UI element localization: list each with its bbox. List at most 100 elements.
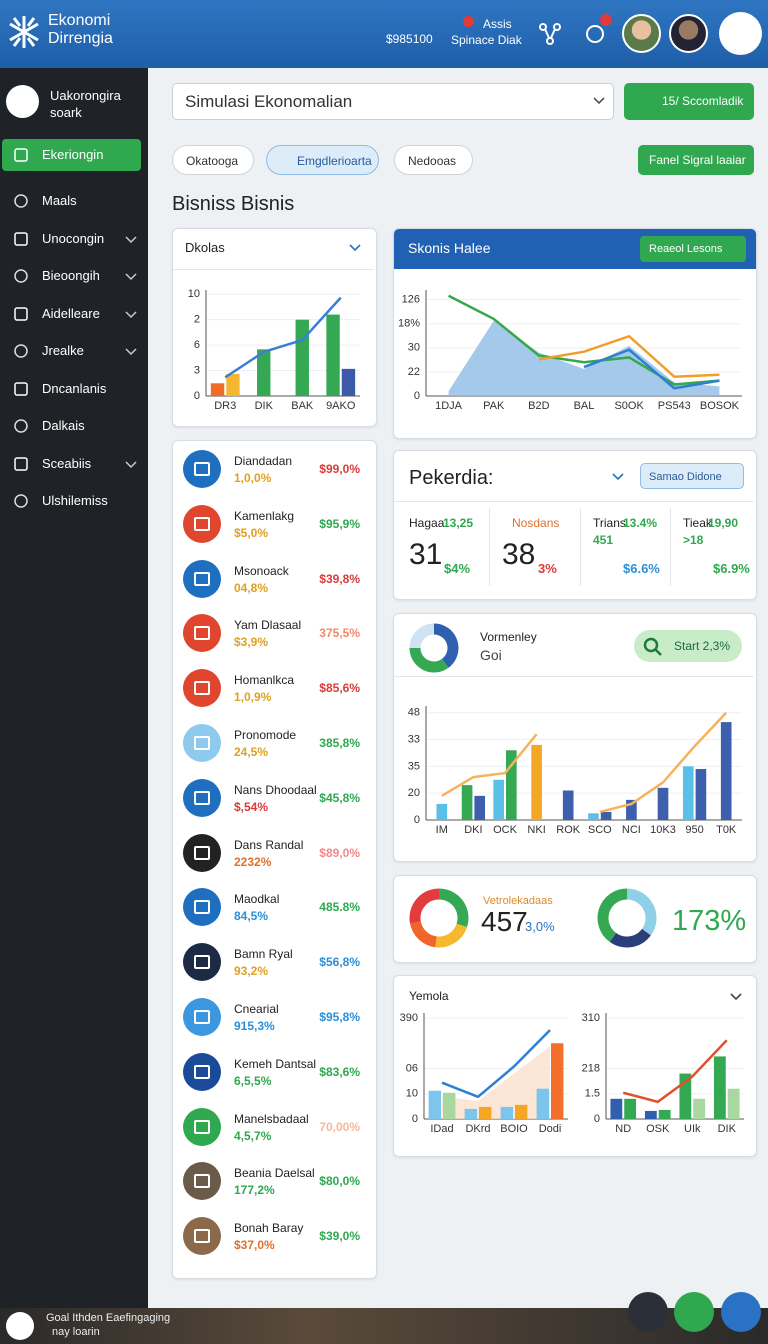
bar bbox=[295, 319, 309, 396]
bar bbox=[588, 813, 599, 820]
cell-change: $4% bbox=[444, 561, 471, 576]
chevron[interactable] bbox=[349, 243, 361, 253]
nav-item[interactable]: Jrealke bbox=[0, 335, 148, 367]
nav-label: Dalkais bbox=[42, 418, 85, 433]
item-name: Bamn Ryal bbox=[234, 947, 293, 962]
x-tick-label: OSK bbox=[646, 1123, 670, 1135]
line bbox=[441, 1029, 551, 1099]
bar bbox=[210, 383, 225, 396]
bar bbox=[500, 1106, 513, 1119]
fab[interactable] bbox=[674, 1292, 714, 1332]
nav-item[interactable]: Unocongin bbox=[0, 223, 148, 255]
cell-delta: 13.4% bbox=[623, 516, 658, 530]
x-tick-label: DKI bbox=[464, 824, 482, 836]
item-name: Yam Dlasaal bbox=[234, 618, 302, 633]
item-value: $56,8% bbox=[319, 955, 360, 970]
icon-glyph bbox=[194, 1229, 210, 1244]
item-name: Diandadan bbox=[234, 454, 293, 468]
nav-item[interactable]: Ekeriongin bbox=[2, 139, 141, 171]
tab[interactable]: Emgdlerioarta bbox=[266, 145, 379, 175]
bar bbox=[474, 795, 486, 820]
nav-icon bbox=[14, 419, 28, 433]
y-tick-label: 2 bbox=[194, 314, 200, 326]
tab-label: Okatooga bbox=[186, 154, 239, 168]
nav-icon-shape bbox=[14, 194, 28, 208]
card-title: Pekerdia: bbox=[409, 467, 494, 489]
icon-button[interactable] bbox=[538, 22, 562, 46]
tab[interactable]: Nedooas bbox=[394, 145, 473, 175]
nav-item[interactable]: Dalkais bbox=[0, 410, 148, 442]
bar bbox=[713, 1056, 726, 1119]
item-name: Cnearial bbox=[234, 1002, 279, 1016]
item-value: $39,0% bbox=[319, 1229, 360, 1244]
nav-icon bbox=[14, 456, 28, 471]
x-tick-label: 10K3 bbox=[650, 824, 676, 836]
bar bbox=[341, 368, 356, 396]
tab[interactable]: Okatooga bbox=[172, 145, 254, 175]
fab[interactable] bbox=[721, 1292, 761, 1332]
nav-item[interactable]: Bieoongih bbox=[0, 260, 148, 292]
nav-icon bbox=[14, 306, 28, 321]
search-button[interactable]: 15/ Sccomladik bbox=[624, 83, 754, 120]
nav-item[interactable]: Aidelleare bbox=[0, 298, 148, 330]
item-value: 485.8% bbox=[319, 900, 360, 915]
bar bbox=[536, 1088, 549, 1119]
item-pct: 177,2% bbox=[234, 1183, 275, 1198]
bar bbox=[657, 787, 669, 820]
item-pct: 4,5,7% bbox=[234, 1128, 272, 1143]
nav-label: Dncanlanis bbox=[42, 380, 107, 396]
icon-glyph bbox=[194, 571, 210, 586]
icon-glyph bbox=[194, 900, 210, 915]
nav-icon-shape bbox=[14, 344, 28, 358]
nav-item[interactable]: Dncanlanis bbox=[0, 373, 148, 405]
bar bbox=[479, 1106, 492, 1119]
bar bbox=[531, 744, 542, 820]
y-tick-label: 0 bbox=[414, 390, 420, 402]
chevron[interactable] bbox=[612, 472, 624, 482]
y-tick-label: 20 bbox=[408, 787, 420, 799]
avatar[interactable] bbox=[622, 14, 661, 53]
donut-segment bbox=[409, 888, 440, 924]
icon-glyph bbox=[194, 1064, 210, 1079]
item-pct: $37,0% bbox=[234, 1238, 275, 1253]
cell-value: 451 bbox=[593, 533, 614, 547]
y-tick-label: 126 bbox=[402, 294, 420, 306]
y-tick-label: 30 bbox=[408, 342, 420, 354]
card-button[interactable]: Reaeol Lesons bbox=[640, 236, 746, 262]
donut bbox=[597, 888, 657, 948]
chevron-path bbox=[125, 348, 137, 356]
fab[interactable] bbox=[628, 1292, 668, 1332]
item-icon bbox=[183, 943, 221, 982]
item-pct: 1,0,0% bbox=[234, 471, 272, 485]
pill[interactable]: Start 2,3% bbox=[634, 630, 742, 662]
chevron bbox=[125, 273, 137, 281]
item-icon bbox=[183, 1107, 221, 1146]
chevron[interactable] bbox=[730, 992, 742, 1002]
item-icon bbox=[183, 1162, 221, 1201]
item-icon bbox=[183, 614, 221, 653]
action-button[interactable]: Fanel Sigral laaiar bbox=[638, 145, 754, 175]
nav-item[interactable]: Sceabiis bbox=[0, 448, 148, 480]
menu-button[interactable] bbox=[719, 12, 762, 55]
line bbox=[622, 1039, 728, 1104]
bar bbox=[644, 1110, 657, 1119]
line bbox=[441, 711, 728, 814]
nav-icon-shape bbox=[14, 306, 28, 321]
item-icon bbox=[183, 669, 221, 708]
item-pct: $,54% bbox=[234, 799, 269, 814]
bar bbox=[326, 314, 340, 396]
donut bbox=[409, 888, 469, 948]
item-name: Maodkal bbox=[234, 892, 280, 907]
button-label: 15/ Sccomladik bbox=[662, 94, 744, 108]
avatar[interactable] bbox=[669, 14, 708, 53]
item-value: 70,00% bbox=[319, 1119, 360, 1134]
notification-button[interactable] bbox=[583, 12, 617, 46]
header: Ekonomi Dirrengia $985100 Assis Spinace … bbox=[0, 0, 768, 68]
bar bbox=[727, 1088, 740, 1119]
nav-item[interactable]: Maals bbox=[0, 185, 148, 217]
nav-item[interactable]: Ulshilemiss bbox=[0, 485, 148, 517]
select[interactable]: Simulasi Ekonomalian bbox=[172, 83, 614, 120]
nav-icon-shape bbox=[14, 456, 28, 471]
select-value: Simulasi Ekonomalian bbox=[185, 92, 353, 111]
card-button[interactable]: Samao Didone bbox=[640, 463, 744, 489]
